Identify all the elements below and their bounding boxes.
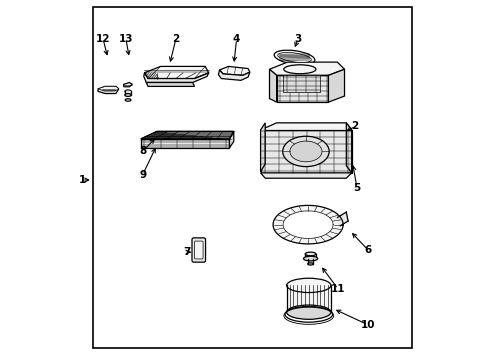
Text: 10: 10 — [360, 320, 374, 330]
Polygon shape — [260, 123, 351, 136]
Ellipse shape — [274, 50, 314, 65]
Polygon shape — [328, 69, 344, 102]
Text: 5: 5 — [353, 183, 360, 193]
Polygon shape — [260, 130, 351, 173]
FancyBboxPatch shape — [192, 238, 205, 262]
Text: 12: 12 — [96, 34, 110, 44]
Ellipse shape — [303, 256, 317, 261]
Ellipse shape — [277, 53, 311, 63]
Polygon shape — [283, 75, 319, 93]
Text: 7: 7 — [183, 247, 190, 257]
Polygon shape — [272, 206, 343, 244]
Polygon shape — [286, 285, 330, 312]
Ellipse shape — [307, 263, 313, 265]
Text: 8: 8 — [139, 147, 146, 157]
Polygon shape — [229, 131, 233, 148]
Ellipse shape — [305, 252, 315, 256]
Text: 11: 11 — [330, 284, 345, 294]
Polygon shape — [269, 69, 276, 102]
Polygon shape — [337, 212, 347, 226]
Polygon shape — [144, 66, 208, 78]
Polygon shape — [218, 70, 249, 80]
Ellipse shape — [283, 65, 315, 74]
Polygon shape — [141, 131, 233, 139]
Text: 6: 6 — [364, 245, 370, 255]
Polygon shape — [141, 139, 229, 148]
Text: 13: 13 — [119, 34, 133, 44]
Polygon shape — [146, 82, 194, 86]
Ellipse shape — [124, 90, 131, 93]
Text: 2: 2 — [351, 121, 358, 131]
Ellipse shape — [124, 94, 131, 96]
Polygon shape — [346, 123, 351, 173]
Ellipse shape — [282, 136, 328, 167]
Polygon shape — [124, 91, 131, 95]
Ellipse shape — [286, 278, 330, 293]
Text: 9: 9 — [139, 170, 146, 180]
Bar — [93, 7, 411, 348]
Polygon shape — [276, 75, 328, 102]
Polygon shape — [98, 86, 119, 91]
Polygon shape — [305, 254, 315, 257]
FancyBboxPatch shape — [194, 241, 203, 259]
Polygon shape — [260, 123, 264, 172]
Text: 3: 3 — [294, 34, 301, 44]
Polygon shape — [98, 86, 119, 94]
Polygon shape — [307, 258, 313, 264]
Ellipse shape — [125, 99, 131, 101]
Text: 1: 1 — [78, 175, 85, 185]
Text: 4: 4 — [232, 34, 240, 44]
Polygon shape — [123, 82, 132, 87]
Text: 2: 2 — [172, 34, 179, 44]
Polygon shape — [283, 211, 332, 238]
Polygon shape — [219, 66, 249, 75]
Polygon shape — [143, 73, 208, 82]
Ellipse shape — [286, 305, 330, 319]
Polygon shape — [141, 131, 233, 139]
Polygon shape — [269, 62, 344, 75]
Ellipse shape — [289, 141, 322, 162]
Polygon shape — [260, 173, 351, 178]
